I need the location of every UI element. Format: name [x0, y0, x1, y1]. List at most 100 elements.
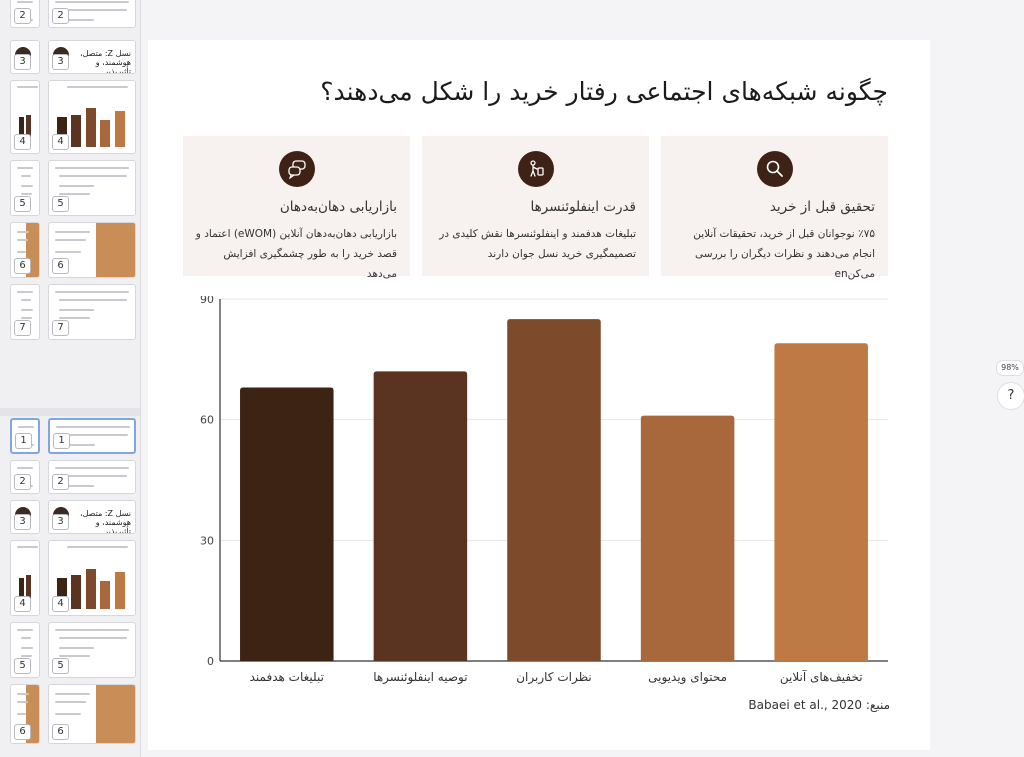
search-icon: [756, 151, 793, 187]
slide-thumbnail[interactable]: 3: [10, 40, 40, 74]
help-button[interactable]: ?: [997, 382, 1024, 410]
thumb-text-line: [17, 1, 33, 3]
slide-thumbnail[interactable]: 3: [10, 500, 40, 534]
thumb-slide-number: 4: [52, 134, 69, 150]
y-tick-label: 0: [207, 655, 214, 668]
thumb-slide-number: 1: [15, 433, 32, 449]
slide-thumbnail[interactable]: 6: [48, 222, 136, 278]
thumb-bar: [26, 114, 31, 147]
thumb-text-line: [17, 546, 38, 548]
thumb-text-line: [17, 167, 33, 169]
info-card-research[interactable]: تحقیق قبل از خرید ٪۷۵ نوجوانان قبل از خر…: [661, 136, 888, 280]
thumb-text-line: [55, 701, 86, 703]
thumb-text-line: [17, 251, 26, 253]
thumb-text-line: [21, 637, 31, 639]
slide-thumbnail[interactable]: 4: [48, 80, 136, 154]
bar-chart[interactable]: 0 30 60 90 تبلیغات هدفمند توصیه اینفلوئنسرها ن…: [200, 296, 900, 690]
thumb-text-line: [59, 185, 95, 187]
bar[interactable]: [373, 371, 468, 661]
thumb-text-line: [22, 452, 33, 454]
slide-thumbnail[interactable]: 7: [10, 284, 40, 340]
thumb-slide-number: 5: [14, 658, 31, 674]
chat-bubbles-icon: [278, 151, 315, 187]
slide-thumbnail[interactable]: 1: [10, 418, 40, 454]
thumb-text-line: [21, 647, 33, 649]
thumb-text-line: [59, 475, 127, 477]
thumb-text-line: [59, 309, 95, 311]
thumb-text-line: [59, 655, 90, 657]
x-tick-label: تخفیف‌های آنلاین: [780, 669, 863, 685]
thumb-text-line: [18, 426, 34, 428]
slide-canvas[interactable]: چگونه شبکه‌های اجتماعی رفتار خرید را شکل…: [148, 40, 930, 750]
thumb-title: نسل Z: متصل، هوشمند، و تأثیرپذیر: [80, 49, 131, 74]
thumb-text-line: [21, 185, 33, 187]
thumb-slide-number: 6: [52, 724, 69, 740]
y-tick-label: 30: [200, 534, 214, 547]
card-title: قدرت اینفلوئنسرها: [530, 199, 636, 215]
thumb-slide-number: 5: [52, 196, 69, 212]
thumb-slide-number: 3: [14, 514, 31, 530]
thumb-bar: [71, 114, 82, 147]
info-card-influencers[interactable]: قدرت اینفلوئنسرها تبلیغات هدفمند و اینفل…: [422, 136, 649, 276]
slide-thumbnail[interactable]: 2: [48, 0, 136, 28]
thumb-text-line: [56, 426, 130, 428]
slide-thumbnail[interactable]: 6: [10, 684, 40, 744]
thumb-bar: [19, 578, 24, 609]
thumb-text-line: [17, 86, 38, 88]
thumb-text-line: [21, 175, 31, 177]
thumb-text-line: [60, 444, 96, 446]
slide-thumbnail[interactable]: 6: [10, 222, 40, 278]
thumb-text-line: [21, 299, 31, 301]
thumb-slide-number: 4: [52, 596, 69, 612]
slide-thumbnail[interactable]: 2: [10, 0, 40, 28]
thumb-slide-number: 7: [52, 320, 69, 336]
slide-thumbnail[interactable]: 6: [48, 684, 136, 744]
slide-thumbnail[interactable]: نسل Z: متصل، هوشمند، و تأثیرپذیر 3: [48, 500, 136, 534]
thumb-text-line: [59, 299, 127, 301]
thumb-bar: [100, 120, 111, 147]
slide-thumbnail[interactable]: 4: [10, 80, 40, 154]
thumb-text-line: [17, 701, 28, 703]
thumb-text-line: [59, 647, 95, 649]
slide-thumbnail[interactable]: 4: [10, 540, 40, 616]
slide-thumbnail[interactable]: 5: [10, 622, 40, 678]
slide-thumbnail[interactable]: 1: [48, 418, 136, 454]
thumb-bar: [26, 575, 31, 609]
slide-thumbnail[interactable]: 5: [48, 160, 136, 216]
thumb-text-line: [17, 239, 28, 241]
slide-thumbnail[interactable]: 2: [10, 460, 40, 494]
thumb-text-line: [66, 86, 129, 88]
zoom-level[interactable]: 98%: [996, 360, 1024, 376]
slide-thumbnail[interactable]: 5: [10, 160, 40, 216]
thumb-bar: [114, 572, 125, 609]
thumb-text-line: [55, 239, 86, 241]
bar[interactable]: [774, 343, 868, 661]
y-tick-label: 90: [200, 296, 214, 306]
bar[interactable]: [640, 415, 735, 661]
slide-thumbnail[interactable]: 2: [48, 460, 136, 494]
bar[interactable]: [507, 319, 601, 661]
card-text: ٪۷۵ نوجوانان قبل از خرید، تحقیقات آنلاین…: [693, 228, 875, 280]
thumb-text-line: [17, 467, 33, 469]
thumb-text-line: [59, 637, 127, 639]
thumb-text-line: [55, 1, 129, 3]
slide-title[interactable]: چگونه شبکه‌های اجتماعی رفتار خرید را شکل…: [320, 77, 888, 106]
info-card-ewom[interactable]: بازاریابی دهان‌به‌دهان بازاریابی دهان‌به…: [183, 136, 410, 280]
thumb-title: نسل Z: متصل، هوشمند، و تأثیرپذیر: [80, 509, 131, 534]
thumb-text-line: [59, 19, 95, 21]
thumb-text-line: [21, 309, 33, 311]
slide-thumbnail[interactable]: 5: [48, 622, 136, 678]
thumb-slide-number: 3: [52, 54, 69, 70]
slide-thumbnails-narrow: 2 3 4 5 6 7 1 2 3 4 5 6: [0, 0, 45, 757]
thumb-text-line: [21, 655, 32, 657]
panel-divider: [0, 408, 140, 416]
slide-thumbnail[interactable]: 4: [48, 540, 136, 616]
thumb-slide-number: 2: [14, 474, 31, 490]
thumb-text-line: [21, 27, 32, 28]
slide-thumbnail[interactable]: 7: [48, 284, 136, 340]
bar[interactable]: [240, 387, 334, 661]
thumb-slide-number: 4: [14, 596, 31, 612]
slide-thumbnail[interactable]: نسل Z: متصل، هوشمند، و تأثیرپذیر 3: [48, 40, 136, 74]
influencer-icon: [517, 151, 554, 187]
chart-source: منبع: Babaei et al., 2020: [748, 698, 890, 712]
